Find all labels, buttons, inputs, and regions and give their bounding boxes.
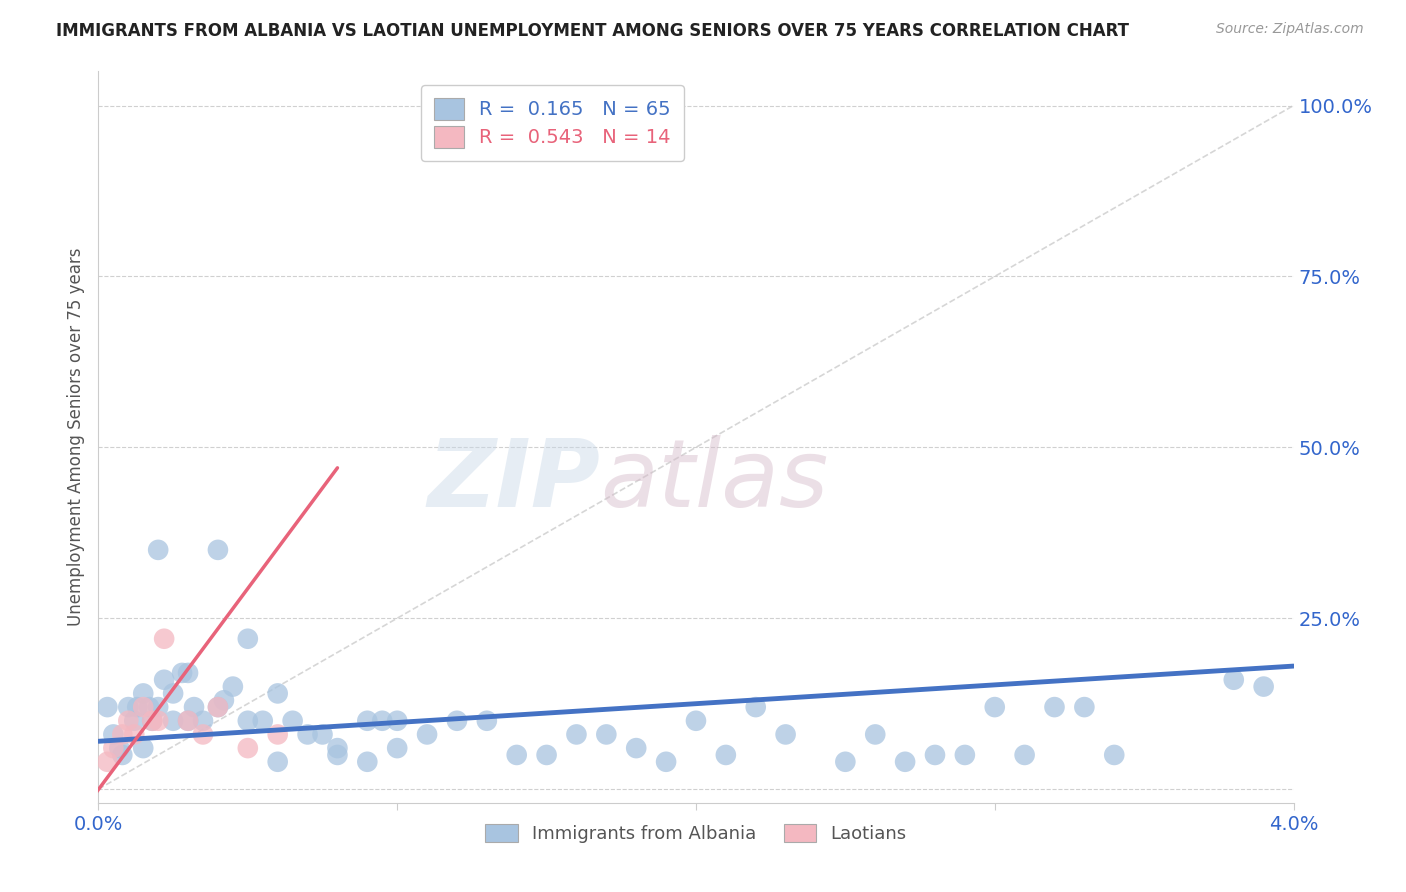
Point xyxy=(148,542,170,557)
Point xyxy=(127,700,149,714)
Point xyxy=(162,714,184,728)
Point xyxy=(267,686,290,700)
Point xyxy=(834,755,856,769)
Point xyxy=(371,714,394,728)
Point xyxy=(1223,673,1246,687)
Point xyxy=(745,700,768,714)
Point xyxy=(172,665,194,680)
Point xyxy=(311,727,333,741)
Point xyxy=(207,700,229,714)
Point xyxy=(416,727,439,741)
Point xyxy=(212,693,235,707)
Point xyxy=(236,632,259,646)
Point xyxy=(111,727,134,741)
Point xyxy=(267,755,290,769)
Point xyxy=(685,714,707,728)
Point xyxy=(1043,700,1066,714)
Text: Source: ZipAtlas.com: Source: ZipAtlas.com xyxy=(1216,22,1364,37)
Point xyxy=(141,714,163,728)
Text: atlas: atlas xyxy=(600,435,828,526)
Point xyxy=(1253,680,1275,694)
Point xyxy=(775,727,797,741)
Point xyxy=(96,700,118,714)
Point xyxy=(953,747,976,762)
Point xyxy=(111,747,134,762)
Point xyxy=(191,714,214,728)
Point xyxy=(865,727,887,741)
Point xyxy=(177,665,200,680)
Point xyxy=(96,755,118,769)
Point xyxy=(124,727,146,741)
Point xyxy=(153,632,176,646)
Point xyxy=(236,741,259,756)
Point xyxy=(356,755,378,769)
Point xyxy=(148,700,170,714)
Point xyxy=(714,747,737,762)
Point xyxy=(984,700,1007,714)
Point xyxy=(117,700,139,714)
Point xyxy=(297,727,319,741)
Point xyxy=(222,680,245,694)
Point xyxy=(626,741,648,756)
Point xyxy=(1104,747,1126,762)
Point xyxy=(108,741,131,756)
Point xyxy=(924,747,946,762)
Point xyxy=(153,673,176,687)
Point xyxy=(148,714,170,728)
Point xyxy=(103,727,125,741)
Point xyxy=(117,714,139,728)
Point xyxy=(177,714,200,728)
Point xyxy=(385,741,409,756)
Point xyxy=(267,727,290,741)
Point xyxy=(132,686,155,700)
Point xyxy=(894,755,917,769)
Point xyxy=(124,714,146,728)
Point xyxy=(103,741,125,756)
Point xyxy=(252,714,274,728)
Point xyxy=(132,741,155,756)
Point xyxy=(565,727,588,741)
Point xyxy=(506,747,529,762)
Point xyxy=(138,700,160,714)
Point xyxy=(1073,700,1095,714)
Point xyxy=(132,700,155,714)
Point xyxy=(356,714,378,728)
Text: IMMIGRANTS FROM ALBANIA VS LAOTIAN UNEMPLOYMENT AMONG SENIORS OVER 75 YEARS CORR: IMMIGRANTS FROM ALBANIA VS LAOTIAN UNEMP… xyxy=(56,22,1129,40)
Y-axis label: Unemployment Among Seniors over 75 years: Unemployment Among Seniors over 75 years xyxy=(66,248,84,626)
Text: ZIP: ZIP xyxy=(427,435,600,527)
Point xyxy=(475,714,498,728)
Point xyxy=(536,747,558,762)
Point xyxy=(177,714,200,728)
Point xyxy=(191,727,214,741)
Point xyxy=(162,686,184,700)
Point xyxy=(281,714,304,728)
Legend: Immigrants from Albania, Laotians: Immigrants from Albania, Laotians xyxy=(477,815,915,852)
Point xyxy=(595,727,617,741)
Point xyxy=(326,741,349,756)
Point xyxy=(385,714,409,728)
Point xyxy=(446,714,468,728)
Point xyxy=(326,747,349,762)
Point xyxy=(1014,747,1036,762)
Point xyxy=(236,714,259,728)
Point xyxy=(207,700,229,714)
Point xyxy=(141,714,163,728)
Point xyxy=(183,700,205,714)
Point xyxy=(655,755,678,769)
Point xyxy=(207,542,229,557)
